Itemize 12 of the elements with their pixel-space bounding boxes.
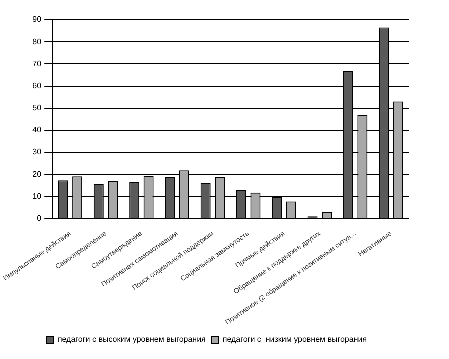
legend-label: педагоги с низким уровнем выгорания [222, 335, 368, 344]
y-tick-label: 70 [32, 59, 42, 68]
y-tick-label: 60 [32, 81, 42, 90]
y-tick-label: 30 [32, 148, 42, 157]
y-tick-label: 10 [32, 192, 42, 201]
legend-label: педагоги с высоким уровнем выгорания [58, 335, 206, 344]
y-tick-label: 90 [32, 15, 42, 24]
y-tick-label: 20 [32, 170, 42, 179]
y-tick-label: 0 [37, 214, 42, 223]
y-tick-label: 80 [32, 37, 42, 46]
y-tick-label: 40 [32, 126, 42, 135]
y-tick-label: 50 [32, 104, 42, 113]
